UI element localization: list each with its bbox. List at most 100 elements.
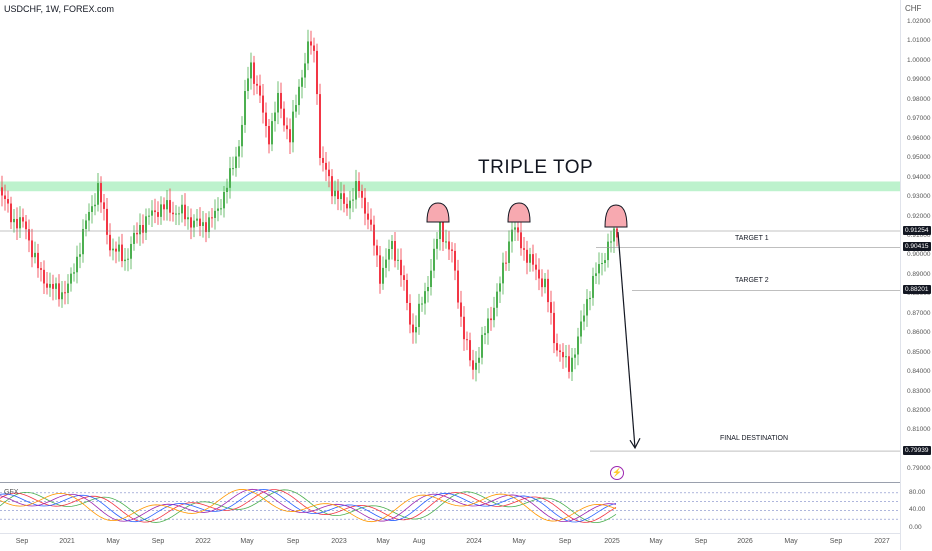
price-tick: 0.99000 [907,76,931,84]
candle [322,157,324,163]
projection-arrowhead [629,437,641,450]
price-chart[interactable] [0,0,900,533]
candle [46,283,48,288]
candle [481,334,483,358]
time-tick: Aug [412,538,426,545]
candle [508,241,510,263]
candle [217,208,219,211]
candle [361,190,363,198]
candle [313,45,315,51]
candle [475,362,477,370]
candle [118,244,120,252]
candle [175,213,177,215]
time-tick: Sep [829,538,843,545]
candle [49,283,51,288]
candle [304,63,306,78]
time-tick: 2027 [874,538,890,545]
triple-top-marker-2 [507,202,531,223]
time-axis[interactable]: Sep 2021 May Sep 2022 May Sep 2023 May Aug 2024 May… [0,533,900,551]
candle [208,217,210,233]
price-tick: 0.85000 [907,348,931,356]
candle [52,283,54,289]
candle [163,204,165,210]
time-tick: Sep [694,538,708,545]
time-tick: 2026 [737,538,753,545]
candle [601,263,603,265]
indicator-label: GFX [4,489,19,496]
candle [433,248,435,271]
candle [502,262,504,284]
candle [415,327,417,333]
time-tick: May [106,538,120,545]
candle [547,278,549,303]
candle [346,203,348,209]
candle [229,168,231,188]
candle [520,232,522,249]
candle [34,252,36,258]
candle [316,50,318,95]
candle [274,112,276,122]
indicator-series-3 [0,488,617,523]
lightning-icon[interactable]: ⚡ [610,466,624,480]
candle [391,240,393,250]
triple-top-marker-1 [426,202,450,223]
price-tick: 0.91000 [907,231,931,239]
candle [19,217,21,229]
candle [13,218,15,223]
candle [427,286,429,292]
candle [529,254,531,263]
candle [196,218,198,221]
time-tick: May [240,538,254,545]
candle [406,279,408,303]
candle [541,278,543,288]
candle [61,292,63,300]
time-tick: Sep [15,538,29,545]
candle [292,111,294,143]
candle [256,83,258,86]
candle [613,228,615,242]
price-tick: 0.92000 [907,212,931,220]
price-tick: 0.98000 [907,95,931,103]
price-tick: 0.86000 [907,329,931,337]
candle [490,318,492,321]
candle [466,339,468,341]
candle [301,77,303,87]
candle [505,262,507,264]
candle [82,228,84,255]
candle [409,302,411,325]
candle [199,218,201,226]
indicator-separator[interactable] [0,482,932,483]
candle [130,243,132,259]
candle [250,62,252,79]
price-axis[interactable]: CHF 1.02000 1.01000 1.00000 0.99000 0.98000 0… [900,0,932,550]
candle [214,210,216,218]
candle [535,264,537,270]
candle [334,190,336,197]
candle [370,219,372,225]
candle [178,213,180,215]
candle [598,264,600,274]
candle [589,297,591,300]
price-tick: 0.90000 [907,251,931,259]
candle [112,248,114,251]
candle [286,125,288,130]
candle [514,227,516,230]
candle [1,187,3,196]
candle [253,62,255,84]
candle [40,268,42,270]
candle [262,95,264,113]
candle [400,259,402,276]
candle [109,234,111,251]
candle [307,41,309,64]
time-tick: 2022 [195,538,211,545]
candle [586,299,588,316]
candle [169,200,171,213]
candle [388,249,390,260]
indicator-series-4 [0,488,617,523]
candle [133,232,135,244]
time-tick: May [784,538,798,545]
candle [328,169,330,177]
candle [283,108,285,126]
candle [496,291,498,308]
candle [91,206,93,212]
